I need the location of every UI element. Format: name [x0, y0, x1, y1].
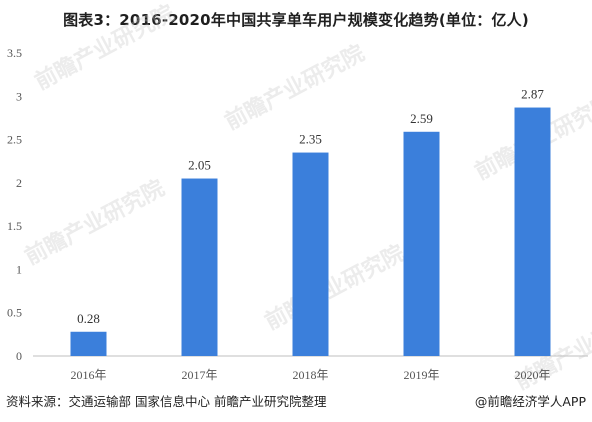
data-label: 2.87	[521, 87, 544, 102]
brand-credit: @前瞻经济学人APP	[474, 394, 586, 409]
bar-2018年	[292, 152, 329, 356]
chart-title: 图表3：2016-2020年中国共享单车用户规模变化趋势(单位：亿人)	[63, 11, 529, 29]
data-label: 2.59	[410, 111, 433, 126]
x-axis: 2016年 2017年 2018年 2019年 2020年	[70, 368, 550, 382]
watermark-text: 前瞻产业研究院	[31, 0, 179, 95]
bar-2017年	[181, 178, 218, 356]
y-tick-label: 1	[16, 262, 22, 276]
y-tick-label: 3.5	[7, 46, 22, 60]
bars	[70, 107, 551, 356]
y-tick-label: 0.5	[7, 306, 22, 320]
x-tick-label: 2016年	[70, 368, 106, 382]
x-tick-label: 2020年	[514, 368, 550, 382]
y-tick-label: 3	[16, 89, 22, 103]
x-tick-label: 2019年	[403, 368, 439, 382]
y-tick-label: 0	[16, 349, 22, 363]
watermark-text: 前瞻产业研究院	[21, 175, 169, 270]
watermark-text: 前瞻产业研究院	[221, 40, 369, 135]
bar-2019年	[403, 131, 440, 356]
bar-2016年	[70, 331, 107, 356]
y-tick-label: 1.5	[7, 219, 22, 233]
data-labels: 0.28 2.05 2.35 2.59 2.87	[77, 87, 544, 326]
y-axis: 0 0.5 1 1.5 2 2.5 3 3.5	[7, 46, 22, 363]
x-tick-label: 2018年	[292, 368, 328, 382]
watermark-text: 前瞻产业研究院	[261, 240, 409, 335]
y-tick-label: 2.5	[7, 133, 22, 147]
data-label: 0.28	[77, 311, 100, 326]
data-label: 2.05	[188, 158, 211, 173]
x-tick-label: 2017年	[181, 368, 217, 382]
bar-2020年	[514, 107, 551, 356]
data-label: 2.35	[299, 132, 322, 147]
source-note: 资料来源：交通运输部 国家信息中心 前瞻产业研究院整理	[6, 394, 327, 409]
y-tick-label: 2	[16, 176, 22, 190]
